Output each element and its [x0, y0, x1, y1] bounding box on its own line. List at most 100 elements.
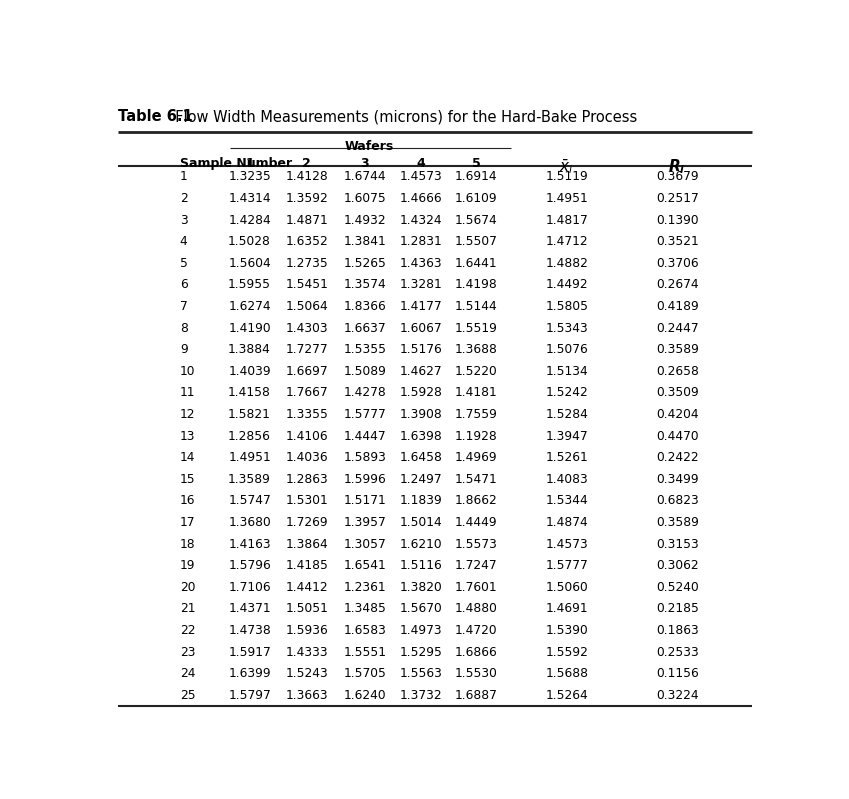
- Text: 0.2185: 0.2185: [655, 602, 699, 615]
- Text: 1.5014: 1.5014: [399, 516, 442, 529]
- Text: 1.7601: 1.7601: [454, 581, 498, 594]
- Text: 1.4880: 1.4880: [454, 602, 498, 615]
- Text: 1.4882: 1.4882: [545, 256, 588, 270]
- Text: 1.4314: 1.4314: [228, 192, 271, 205]
- Text: 1.6458: 1.6458: [399, 451, 442, 464]
- Text: 1.4817: 1.4817: [545, 213, 588, 227]
- Text: 1.6697: 1.6697: [285, 365, 328, 378]
- Text: 1.3589: 1.3589: [228, 473, 271, 486]
- Text: 1.4874: 1.4874: [545, 516, 588, 529]
- Text: 1.7667: 1.7667: [285, 387, 328, 400]
- Text: 1.3820: 1.3820: [399, 581, 442, 594]
- Text: 21: 21: [180, 602, 195, 615]
- Text: 1.4083: 1.4083: [545, 473, 588, 486]
- Text: 1.5797: 1.5797: [228, 689, 271, 702]
- Text: Table 6.1: Table 6.1: [118, 109, 193, 125]
- Text: 1.4412: 1.4412: [285, 581, 328, 594]
- Text: 1.6399: 1.6399: [228, 667, 271, 680]
- Text: 1.4106: 1.4106: [285, 430, 328, 443]
- Text: 1.1839: 1.1839: [399, 495, 442, 507]
- Text: 1.5284: 1.5284: [545, 408, 588, 421]
- Text: 19: 19: [180, 559, 195, 572]
- Text: 24: 24: [180, 667, 195, 680]
- Text: 1.5451: 1.5451: [285, 278, 329, 292]
- Text: 1.4039: 1.4039: [228, 365, 271, 378]
- Text: 1.5076: 1.5076: [545, 344, 588, 356]
- Text: 1.5670: 1.5670: [399, 602, 442, 615]
- Text: 1.5144: 1.5144: [454, 300, 498, 313]
- Text: 0.3509: 0.3509: [656, 387, 699, 400]
- Text: 1.4163: 1.4163: [228, 538, 271, 551]
- Text: 0.1156: 0.1156: [656, 667, 699, 680]
- Text: Flow Width Measurements (microns) for the Hard-Bake Process: Flow Width Measurements (microns) for th…: [166, 109, 638, 125]
- Text: 18: 18: [180, 538, 195, 551]
- Text: 1.5519: 1.5519: [454, 321, 498, 335]
- Text: 1.5134: 1.5134: [545, 365, 588, 378]
- Text: 1.5936: 1.5936: [285, 624, 329, 637]
- Text: 1.3688: 1.3688: [454, 344, 498, 356]
- Text: 1: 1: [245, 157, 254, 170]
- Text: 1.3057: 1.3057: [343, 538, 386, 551]
- Text: 1.4284: 1.4284: [228, 213, 271, 227]
- Text: 0.2533: 0.2533: [656, 646, 699, 658]
- Text: 1.5674: 1.5674: [454, 213, 498, 227]
- Text: 1.2831: 1.2831: [399, 235, 442, 248]
- Text: 1.4492: 1.4492: [545, 278, 588, 292]
- Text: 2: 2: [302, 157, 312, 170]
- Text: 1.5893: 1.5893: [343, 451, 386, 464]
- Text: 1.6914: 1.6914: [454, 170, 498, 183]
- Text: 1.5295: 1.5295: [399, 646, 442, 658]
- Text: 1.5573: 1.5573: [454, 538, 498, 551]
- Text: 1.4720: 1.4720: [454, 624, 498, 637]
- Text: 9: 9: [180, 344, 188, 356]
- Text: 1.5060: 1.5060: [545, 581, 588, 594]
- Text: $\bar{x}_i$: $\bar{x}_i$: [559, 157, 574, 177]
- Text: 1.5530: 1.5530: [454, 667, 498, 680]
- Text: 1.5355: 1.5355: [343, 344, 386, 356]
- Text: 1.4712: 1.4712: [545, 235, 588, 248]
- Text: 1.3884: 1.3884: [228, 344, 271, 356]
- Text: Wafers: Wafers: [345, 140, 394, 153]
- Text: 1.4324: 1.4324: [399, 213, 442, 227]
- Text: 1.4333: 1.4333: [285, 646, 328, 658]
- Text: 1.2497: 1.2497: [399, 473, 442, 486]
- Text: 1.4449: 1.4449: [454, 516, 498, 529]
- Text: 1.3485: 1.3485: [343, 602, 386, 615]
- Text: 0.3499: 0.3499: [656, 473, 699, 486]
- Text: 0.4204: 0.4204: [656, 408, 699, 421]
- Text: 1.5996: 1.5996: [343, 473, 386, 486]
- Text: 1.3864: 1.3864: [285, 538, 329, 551]
- Text: 1.4871: 1.4871: [285, 213, 329, 227]
- Text: 1.6398: 1.6398: [399, 430, 442, 443]
- Text: 1.4190: 1.4190: [228, 321, 271, 335]
- Text: 1.5955: 1.5955: [228, 278, 271, 292]
- Text: 1.2735: 1.2735: [285, 256, 329, 270]
- Text: 1.4371: 1.4371: [228, 602, 271, 615]
- Text: 1.5507: 1.5507: [454, 235, 498, 248]
- Text: 1.7106: 1.7106: [228, 581, 271, 594]
- Text: 1.4198: 1.4198: [454, 278, 498, 292]
- Text: 1.6637: 1.6637: [343, 321, 386, 335]
- Text: 1.5242: 1.5242: [545, 387, 588, 400]
- Text: 0.2517: 0.2517: [656, 192, 699, 205]
- Text: 20: 20: [180, 581, 195, 594]
- Text: 1.3235: 1.3235: [228, 170, 271, 183]
- Text: 0.2658: 0.2658: [655, 365, 699, 378]
- Text: 1.6744: 1.6744: [343, 170, 386, 183]
- Text: 1.3947: 1.3947: [545, 430, 588, 443]
- Text: 1.3957: 1.3957: [343, 516, 386, 529]
- Text: 1.5551: 1.5551: [343, 646, 386, 658]
- Text: 0.3679: 0.3679: [656, 170, 699, 183]
- Text: 25: 25: [180, 689, 195, 702]
- Text: 1.3732: 1.3732: [399, 689, 442, 702]
- Text: 2: 2: [180, 192, 188, 205]
- Text: 1.5688: 1.5688: [545, 667, 588, 680]
- Text: 1.5821: 1.5821: [228, 408, 271, 421]
- Text: 1.5592: 1.5592: [545, 646, 588, 658]
- Text: 1.5265: 1.5265: [343, 256, 386, 270]
- Text: 1.2856: 1.2856: [228, 430, 271, 443]
- Text: 4: 4: [180, 235, 188, 248]
- Text: 1.2361: 1.2361: [343, 581, 386, 594]
- Text: 13: 13: [180, 430, 195, 443]
- Text: 1.5176: 1.5176: [399, 344, 442, 356]
